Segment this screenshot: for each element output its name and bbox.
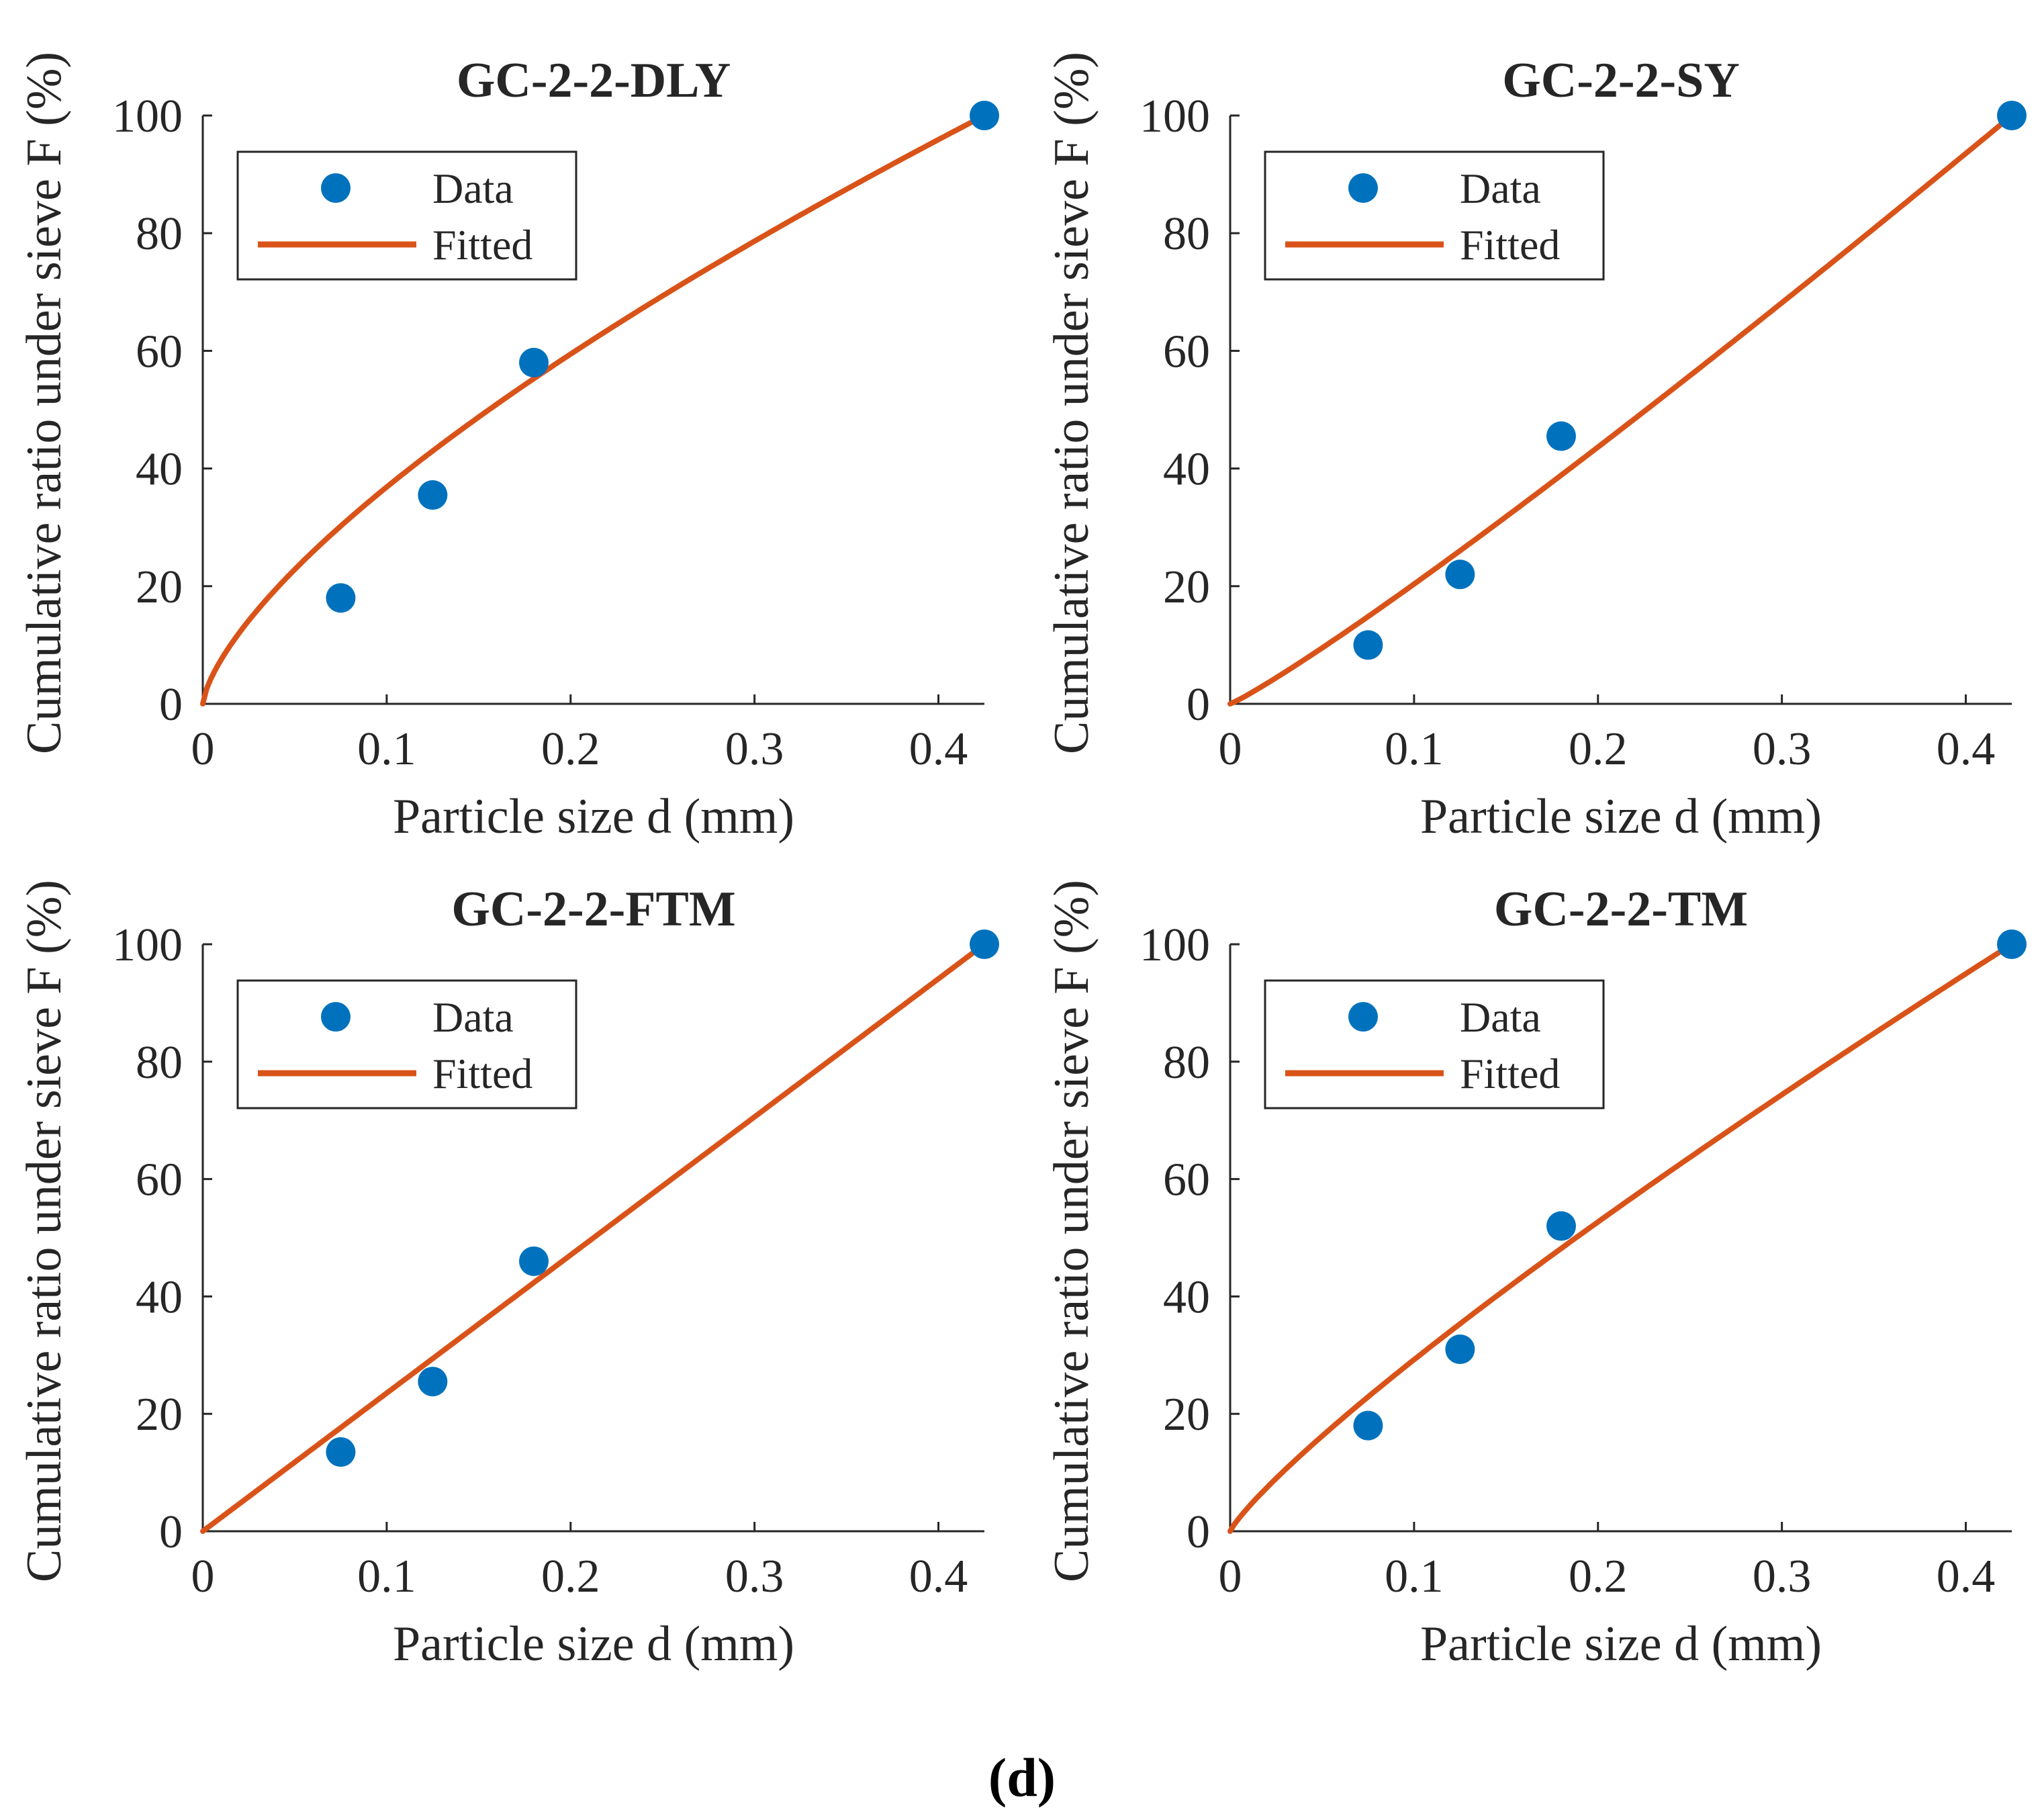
chart-title: GC-2-2-FTM bbox=[451, 882, 735, 937]
x-tick-label: 0.1 bbox=[357, 1551, 416, 1602]
chart-panel-2: 0 0.1 0.2 0.3 0.4 0 20 40 60 80 100 GC-2-2-SY Partic… bbox=[1044, 52, 2027, 844]
legend-label-fitted: Fitted bbox=[1460, 221, 1560, 269]
data-point bbox=[326, 583, 356, 613]
data-point bbox=[970, 101, 999, 130]
legend-box bbox=[236, 979, 577, 1109]
x-tick-label: 0 bbox=[191, 1551, 215, 1602]
x-axis-label: Particle size d (mm) bbox=[393, 789, 794, 844]
legend-box bbox=[236, 150, 577, 281]
y-tick-label: 20 bbox=[1163, 561, 1210, 613]
fitted-curve bbox=[200, 113, 987, 707]
y-axis-label: Cumulative ratio under sieve F (%) bbox=[1044, 52, 1099, 754]
legend-label-fitted: Fitted bbox=[1460, 1050, 1560, 1097]
fitted-curve bbox=[200, 942, 987, 1534]
y-tick-label: 100 bbox=[112, 919, 183, 971]
data-point bbox=[418, 480, 448, 510]
x-tick-label: 0 bbox=[1219, 723, 1242, 775]
y-tick-label: 0 bbox=[159, 679, 183, 731]
y-tick-label: 60 bbox=[136, 326, 183, 377]
x-tick-label: 0 bbox=[1219, 1551, 1242, 1602]
chart-panel-3: 0 0.1 0.2 0.3 0.4 0 20 40 60 80 100 GC-2-2-FTM Parti… bbox=[17, 880, 999, 1672]
data-point bbox=[970, 929, 999, 959]
x-tick-label: 0.2 bbox=[1569, 1551, 1628, 1602]
y-tick-label: 100 bbox=[1140, 91, 1210, 142]
y-tick-label: 100 bbox=[1140, 919, 1210, 971]
legend-label-fitted: Fitted bbox=[432, 221, 532, 269]
data-point bbox=[418, 1367, 448, 1397]
x-tick-label: 0.3 bbox=[725, 1551, 784, 1602]
y-tick-label: 60 bbox=[1163, 326, 1210, 377]
chart-title: GC-2-2-TM bbox=[1494, 882, 1748, 937]
legend-data-marker bbox=[321, 173, 351, 203]
y-tick-label: 0 bbox=[1187, 679, 1210, 731]
y-tick-label: 80 bbox=[1163, 208, 1210, 260]
legend-label-data: Data bbox=[432, 165, 514, 212]
data-point bbox=[1353, 630, 1383, 660]
x-axis-label: Particle size d (mm) bbox=[393, 1617, 794, 1672]
data-point bbox=[518, 347, 549, 377]
x-tick-label: 0.4 bbox=[1937, 1551, 1996, 1602]
x-tick-label: 0.2 bbox=[541, 723, 600, 775]
y-tick-label: 80 bbox=[136, 1037, 183, 1089]
x-tick-label: 0.1 bbox=[1385, 723, 1444, 775]
data-point bbox=[1353, 1410, 1383, 1441]
x-tick-label: 0.3 bbox=[1753, 723, 1812, 775]
y-axis-label: Cumulative ratio under sieve F (%) bbox=[17, 880, 72, 1582]
data-point bbox=[1445, 559, 1475, 590]
legend-data-marker bbox=[1348, 1002, 1378, 1032]
x-axis-label: Particle size d (mm) bbox=[1420, 1617, 1822, 1672]
legend-label-data: Data bbox=[1460, 993, 1541, 1041]
x-tick-label: 0.2 bbox=[1569, 723, 1628, 775]
y-tick-label: 20 bbox=[136, 561, 183, 613]
legend-data-marker bbox=[1348, 173, 1378, 203]
y-tick-label: 80 bbox=[1163, 1037, 1210, 1089]
x-tick-label: 0.3 bbox=[1753, 1551, 1812, 1602]
data-point bbox=[1546, 421, 1576, 451]
data-point bbox=[1997, 101, 2027, 130]
figure-caption: (d) bbox=[988, 1747, 1056, 1808]
data-point bbox=[518, 1246, 549, 1276]
y-axis-label: Cumulative ratio under sieve F (%) bbox=[17, 52, 72, 754]
y-tick-label: 60 bbox=[1163, 1154, 1210, 1206]
y-tick-label: 80 bbox=[136, 208, 183, 260]
y-tick-label: 0 bbox=[159, 1506, 183, 1558]
legend-data-marker bbox=[321, 1002, 351, 1032]
fitted-curve bbox=[1227, 942, 2014, 1534]
x-tick-label: 0.1 bbox=[1385, 1551, 1444, 1602]
y-tick-label: 20 bbox=[1163, 1389, 1210, 1441]
legend-label-data: Data bbox=[432, 993, 514, 1041]
legend-box bbox=[1264, 979, 1605, 1109]
chart-title: GC-2-2-DLY bbox=[457, 53, 731, 108]
y-tick-label: 40 bbox=[136, 1271, 183, 1323]
data-point bbox=[326, 1437, 356, 1467]
fitted-curve bbox=[1227, 113, 2014, 707]
y-tick-label: 0 bbox=[1187, 1506, 1210, 1558]
x-tick-label: 0.4 bbox=[909, 723, 968, 775]
y-tick-label: 60 bbox=[136, 1154, 183, 1206]
x-tick-label: 0 bbox=[191, 723, 215, 775]
legend-box bbox=[1264, 150, 1605, 281]
data-point bbox=[1546, 1211, 1576, 1241]
data-point bbox=[1445, 1334, 1475, 1365]
chart-title: GC-2-2-SY bbox=[1502, 53, 1740, 108]
chart-panel-4: 0 0.1 0.2 0.3 0.4 0 20 40 60 80 100 GC-2-2-TM Partic… bbox=[1044, 880, 2027, 1672]
y-tick-label: 40 bbox=[136, 444, 183, 496]
x-tick-label: 0.4 bbox=[909, 1551, 968, 1602]
y-axis-label: Cumulative ratio under sieve F (%) bbox=[1044, 880, 1099, 1582]
y-tick-label: 100 bbox=[112, 91, 183, 142]
x-tick-label: 0.4 bbox=[1937, 723, 1996, 775]
x-tick-label: 0.3 bbox=[725, 723, 784, 775]
legend-label-data: Data bbox=[1460, 165, 1541, 212]
y-tick-label: 40 bbox=[1163, 444, 1210, 496]
x-axis-label: Particle size d (mm) bbox=[1420, 789, 1822, 844]
chart-panel-1: 0 0.1 0.2 0.3 0.4 0 20 40 60 80 100 GC-2-2-DLY Parti… bbox=[17, 52, 999, 844]
data-point bbox=[1997, 929, 2027, 959]
legend-label-fitted: Fitted bbox=[432, 1050, 532, 1097]
y-tick-label: 40 bbox=[1163, 1271, 1210, 1323]
x-tick-label: 0.2 bbox=[541, 1551, 600, 1602]
x-tick-label: 0.1 bbox=[357, 723, 416, 775]
y-tick-label: 20 bbox=[136, 1389, 183, 1441]
